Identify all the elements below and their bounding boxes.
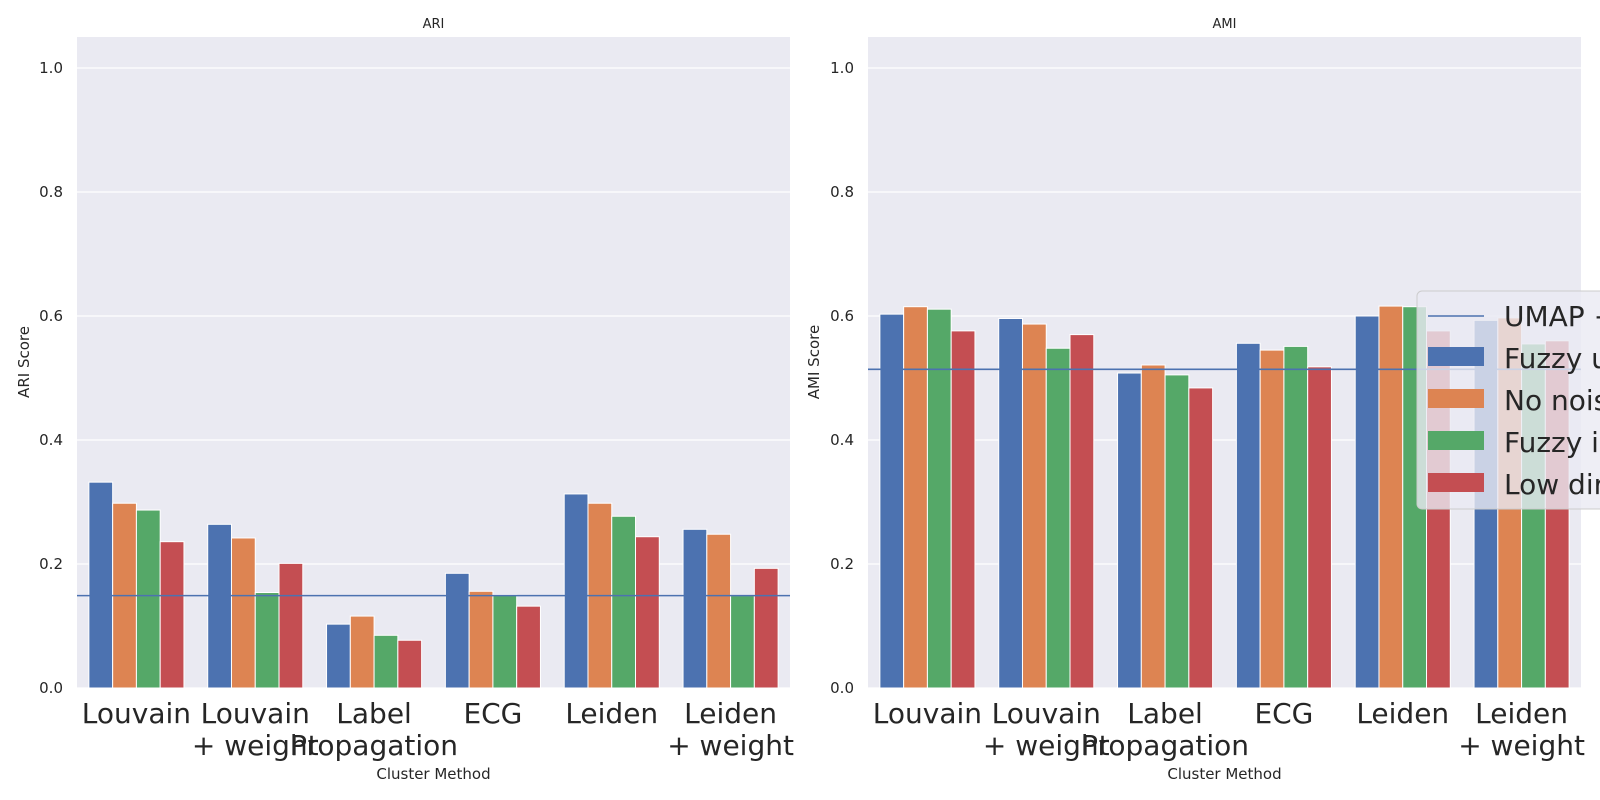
ami-bar	[1188, 387, 1214, 689]
ami-y-tick-label: 0.4	[830, 431, 854, 449]
ari-bar	[753, 567, 779, 689]
ami-bar	[1117, 372, 1142, 689]
ami-bar	[926, 308, 952, 689]
ami-x-tick-label: Leiden	[1356, 697, 1449, 730]
ami-bar	[1354, 315, 1380, 689]
ami-bar	[1021, 323, 1047, 689]
legend-swatch-low-dim	[1428, 473, 1484, 492]
ami-x-tick-label: ECG	[1254, 697, 1313, 730]
ami-x-ticks: Louvain Louvain+ weightLabelPropagationEC…	[873, 697, 1585, 762]
ari-title: ARI	[423, 17, 445, 32]
ari-bar	[611, 515, 637, 689]
ari-bar	[468, 590, 494, 689]
ami-y-tick-label: 0.8	[830, 183, 854, 201]
legend-label-low-dim: Low dir	[1504, 468, 1600, 501]
legend-label-no-noise: No nois	[1504, 384, 1600, 417]
ami-x-tick-label: + weight	[983, 729, 1110, 762]
ami-bar	[1045, 347, 1071, 689]
ari-plot-background	[77, 37, 790, 688]
ari-x-tick-label: Propagation	[290, 729, 458, 762]
ari-panel: 0.00.20.40.60.81.0 Louvain Louvain+ weigh…	[15, 17, 794, 783]
ami-x-tick-label: Leiden	[1475, 697, 1568, 730]
ami-bar	[1259, 349, 1285, 689]
ari-bar	[682, 528, 708, 689]
ami-bar	[998, 317, 1023, 689]
ari-y-tick-label: 0.0	[39, 679, 63, 697]
ami-bar	[903, 306, 928, 689]
ami-y-tick-label: 1.0	[830, 59, 854, 77]
ari-y-tick-label: 0.6	[39, 307, 63, 325]
ari-x-tick-label: ECG	[463, 697, 522, 730]
ari-y-tick-label: 0.8	[39, 183, 63, 201]
ami-x-tick-label: Louvain	[992, 697, 1101, 730]
ami-bar	[879, 313, 905, 689]
legend-swatch-no-noise	[1428, 389, 1484, 408]
ami-x-tick-label: + weight	[1458, 729, 1585, 762]
ari-grid	[77, 67, 790, 689]
ari-bar	[516, 605, 541, 689]
ami-bar	[1140, 364, 1166, 689]
legend: UMAP + Fuzzy u No nois Fuzzy i Low dir	[1416, 290, 1600, 510]
ami-bar	[1235, 342, 1261, 689]
ari-x-tick-label: + weight	[667, 729, 794, 762]
legend-swatch-fuzzy-i	[1428, 431, 1484, 450]
ari-x-label: Cluster Method	[376, 765, 490, 783]
ari-bar	[326, 623, 351, 689]
ari-y-tick-label: 1.0	[39, 59, 63, 77]
ari-bar	[444, 572, 470, 689]
ami-bar	[1307, 366, 1332, 689]
ari-y-tick-label: 0.4	[39, 431, 63, 449]
ari-bar	[492, 594, 518, 689]
ari-bars	[88, 481, 779, 689]
ari-x-tick-label: Leiden	[565, 697, 658, 730]
ari-bar	[563, 493, 589, 689]
ami-y-ticks: 0.0 0.2 0.4 0.6 0.8 1.0	[830, 59, 854, 697]
ari-bar	[230, 537, 256, 689]
ari-y-tick-label: 0.2	[39, 555, 63, 573]
ami-bar	[1378, 305, 1404, 689]
ami-x-tick-label: Propagation	[1081, 729, 1249, 762]
ami-bar	[1164, 374, 1190, 689]
ari-bar	[397, 639, 423, 689]
ari-bar	[135, 509, 161, 689]
ari-bar	[88, 481, 114, 689]
legend-label-umap: UMAP +	[1504, 300, 1600, 333]
ari-bar	[349, 615, 375, 689]
legend-label-fuzzy-i: Fuzzy i	[1504, 426, 1599, 459]
ari-bar	[635, 536, 660, 689]
ari-bar	[373, 634, 399, 689]
ami-x-label: Cluster Method	[1167, 765, 1281, 783]
ari-x-ticks: Louvain Louvain+ weightLabelPropagationEC…	[82, 697, 794, 762]
ami-y-tick-label: 0.0	[830, 679, 854, 697]
ari-x-tick-label: Label	[336, 697, 412, 730]
ami-bar	[950, 330, 976, 689]
ami-bar	[1069, 334, 1095, 689]
ami-x-tick-label: Label	[1127, 697, 1203, 730]
ari-x-tick-label: Louvain	[201, 697, 310, 730]
ami-bar	[1283, 345, 1309, 689]
ami-title: AMI	[1213, 17, 1237, 32]
ami-y-tick-label: 0.2	[830, 555, 854, 573]
ari-bar	[278, 562, 304, 689]
ari-bar	[159, 541, 185, 689]
ami-x-tick-label: Louvain	[873, 697, 982, 730]
legend-frame	[1416, 290, 1600, 510]
ari-y-ticks: 0.0 0.2 0.4 0.6 0.8 1.0	[39, 59, 63, 697]
ari-x-tick-label: + weight	[192, 729, 319, 762]
ami-y-tick-label: 0.6	[830, 307, 854, 325]
ari-x-tick-label: Louvain	[82, 697, 191, 730]
ari-bar	[207, 523, 232, 689]
ari-bar	[730, 595, 755, 689]
ari-x-tick-label: Leiden	[684, 697, 777, 730]
ami-bars	[879, 305, 1570, 689]
legend-label-fuzzy-u: Fuzzy u	[1504, 342, 1600, 375]
legend-swatch-fuzzy-u	[1428, 347, 1484, 366]
ari-bar	[706, 533, 732, 689]
ari-y-label: ARI Score	[15, 326, 33, 398]
ami-y-label: AMI Score	[805, 325, 823, 399]
ari-bar	[254, 592, 280, 689]
